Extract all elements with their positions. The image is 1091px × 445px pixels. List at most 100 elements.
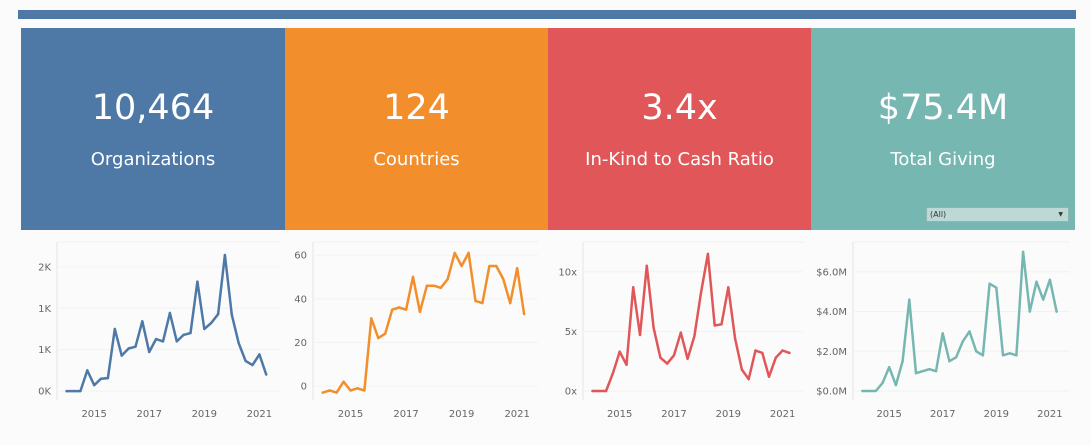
data-point	[134, 345, 137, 348]
dashboard-header-bar	[18, 10, 1076, 19]
data-point	[265, 373, 268, 376]
x-tick-label: 2017	[930, 409, 955, 420]
data-point	[453, 251, 456, 255]
series-line	[321, 251, 526, 394]
data-point	[881, 381, 884, 385]
data-point	[127, 347, 130, 350]
data-point	[747, 377, 750, 381]
kpi-value: 124	[383, 88, 450, 128]
data-point	[467, 251, 470, 255]
data-point	[432, 284, 436, 287]
data-point	[258, 353, 261, 356]
data-point	[988, 282, 991, 285]
organizations-trend-chart: 0K 1K 1K 2K 2015 2017 2019 2021	[21, 232, 285, 442]
kpi-label: Organizations	[90, 149, 216, 170]
data-point	[981, 354, 985, 357]
data-point	[781, 349, 784, 352]
data-point	[1015, 354, 1018, 357]
data-point	[251, 363, 254, 367]
data-point	[598, 389, 601, 393]
y-tick-label: 5x	[565, 327, 577, 338]
y-tick-label: 0	[301, 382, 307, 393]
data-point	[1035, 280, 1038, 283]
data-point	[948, 360, 951, 363]
x-tick-label: 2019	[716, 409, 741, 420]
data-point	[216, 312, 220, 316]
y-tick-label: $6.0M	[816, 267, 847, 278]
x-tick-label: 2017	[661, 409, 686, 420]
filter-dropdown[interactable]: (All) ▼	[926, 207, 1069, 222]
data-point	[727, 286, 730, 289]
y-tick-label: 2K	[38, 262, 51, 273]
data-point	[1055, 310, 1058, 313]
x-tick-label: 2021	[247, 409, 272, 420]
kpi-in-kind-ratio: 3.4x In-Kind to Cash Ratio	[548, 28, 811, 230]
data-point	[867, 389, 871, 393]
x-tick-label: 2019	[192, 409, 217, 420]
data-point	[954, 356, 958, 359]
y-tick-label: $2.0M	[816, 347, 847, 358]
data-point	[774, 356, 778, 359]
data-point	[659, 356, 662, 359]
data-point	[638, 333, 642, 337]
data-point	[328, 389, 331, 392]
total-giving-line-chart: $0.0M $2.0M $4.0M $6.0M 2015 2017 2019 2021	[816, 241, 1070, 420]
data-point	[1042, 298, 1045, 301]
data-point	[961, 340, 965, 343]
series-line	[591, 252, 791, 393]
data-point	[1028, 310, 1032, 313]
data-point	[761, 351, 764, 355]
data-point	[474, 299, 477, 303]
data-point	[488, 264, 491, 268]
data-point	[495, 264, 498, 268]
x-tick-label: 2021	[504, 409, 529, 420]
data-point	[706, 252, 710, 256]
data-point	[148, 350, 151, 354]
data-point	[968, 330, 971, 333]
data-point	[65, 389, 68, 393]
data-point	[887, 365, 891, 369]
y-tick-label: 10x	[558, 267, 577, 278]
series-line	[65, 253, 268, 393]
kpi-value: 10,464	[91, 88, 215, 128]
y-tick-label: 1K	[38, 345, 51, 356]
x-tick-label: 2019	[984, 409, 1009, 420]
data-point	[113, 327, 117, 331]
data-point	[342, 380, 345, 383]
x-tick-label: 2017	[137, 409, 162, 420]
y-tick-label: $0.0M	[816, 387, 847, 398]
data-point	[460, 264, 463, 268]
data-point	[154, 337, 158, 341]
data-point	[767, 375, 771, 378]
y-tick-label: 1K	[38, 304, 51, 315]
x-tick-label: 2021	[770, 409, 795, 420]
data-point	[672, 354, 676, 357]
data-point	[120, 354, 123, 357]
data-point	[934, 369, 938, 373]
data-point	[196, 280, 199, 283]
data-point	[79, 389, 82, 393]
data-point	[1008, 352, 1011, 355]
data-point	[928, 367, 931, 371]
data-point	[686, 357, 689, 361]
data-point	[1048, 278, 1052, 281]
organizations-line-chart: 0K 1K 1K 2K 2015 2017 2019 2021	[38, 241, 280, 420]
data-point	[370, 317, 373, 320]
data-point	[237, 341, 240, 345]
data-point	[481, 301, 484, 305]
data-point	[652, 326, 655, 330]
data-point	[618, 350, 621, 353]
data-point	[901, 360, 904, 363]
y-tick-label: 60	[294, 251, 307, 262]
data-point	[591, 389, 594, 393]
data-point	[861, 389, 864, 393]
data-point	[244, 359, 247, 363]
data-point	[874, 389, 877, 393]
total-giving-trend-chart: $0.0M $2.0M $4.0M $6.0M 2015 2017 2019 2021	[811, 232, 1075, 442]
data-point	[203, 327, 206, 331]
data-point	[788, 351, 791, 355]
kpi-label: Countries	[373, 149, 460, 170]
data-point	[425, 284, 429, 287]
data-point	[679, 331, 682, 334]
kpi-label: In-Kind to Cash Ratio	[585, 149, 774, 170]
